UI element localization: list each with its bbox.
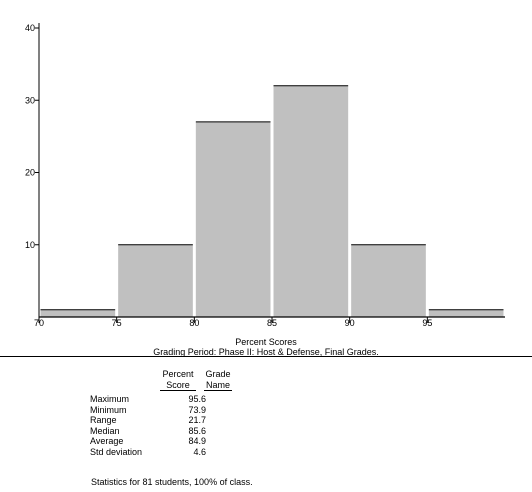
percent-score-header-line2: Score — [160, 380, 196, 391]
x-axis-label: Percent Scores — [235, 337, 297, 347]
x-tick-label: 75 — [112, 318, 122, 328]
x-tick-label: 80 — [189, 318, 199, 328]
grade-name-header: Grade Name — [204, 369, 232, 391]
section-divider — [0, 356, 532, 357]
stat-value: 95.6 — [188, 394, 206, 404]
grade-name-header-line1: Grade — [205, 369, 231, 379]
histogram-bars — [40, 85, 504, 317]
x-tick-label: 85 — [267, 318, 277, 328]
stat-value: 85.6 — [188, 425, 206, 436]
histogram-bar — [428, 309, 504, 317]
y-tick-label: 40 — [25, 23, 35, 33]
x-tick-label: 90 — [345, 318, 355, 328]
histogram-bar — [118, 244, 193, 317]
histogram-chart: 10 20 30 40 70 75 80 85 90 95 — [25, 23, 505, 328]
grading-period-subtitle: Grading Period: Phase II: Host & Defense… — [153, 347, 379, 357]
stat-label: Range — [90, 415, 117, 425]
stat-label: Average — [90, 436, 124, 446]
stat-value: 84.9 — [188, 436, 206, 446]
percent-score-header: Percent Score — [160, 369, 196, 391]
grade-name-header-line2: Name — [204, 379, 232, 391]
histogram-bar — [351, 244, 426, 317]
stat-label: Maximum — [90, 394, 130, 404]
class-statistics-footer: Statistics for 81 students, 100% of clas… — [91, 477, 253, 487]
stat-value: 4.6 — [193, 446, 206, 457]
x-tick-label: 95 — [422, 318, 432, 328]
stat-value: 73.9 — [188, 404, 206, 415]
histogram-bar — [40, 309, 116, 317]
stat-label: Minimum — [90, 404, 127, 415]
stat-value: 21.7 — [188, 415, 206, 425]
y-tick-label: 30 — [25, 95, 35, 105]
percent-score-header-line1: Percent — [162, 369, 194, 379]
y-tick-label: 20 — [25, 168, 35, 178]
y-tick-label: 10 — [25, 240, 35, 250]
histogram-bar — [273, 85, 349, 317]
stat-label: Std deviation — [90, 446, 143, 457]
histogram-bar — [195, 121, 271, 317]
chart-axes: 10 20 30 40 70 75 80 85 90 95 — [25, 23, 505, 328]
stat-label: Median — [90, 425, 120, 436]
x-tick-label: 70 — [34, 318, 44, 328]
